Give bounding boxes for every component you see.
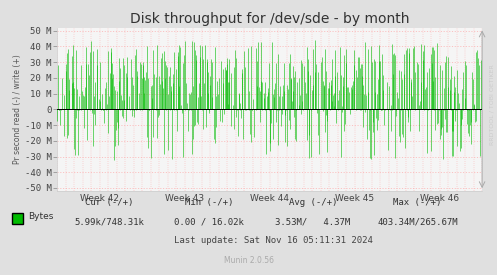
Text: Bytes: Bytes <box>28 212 54 221</box>
Text: 3.53M/   4.37M: 3.53M/ 4.37M <box>275 217 351 226</box>
Text: 5.99k/748.31k: 5.99k/748.31k <box>75 217 144 226</box>
Y-axis label: Pr second read (-) / write (+): Pr second read (-) / write (+) <box>13 54 22 164</box>
Text: Max (-/+): Max (-/+) <box>393 198 442 207</box>
Text: Cur (-/+): Cur (-/+) <box>85 198 134 207</box>
Text: 0.00 / 16.02k: 0.00 / 16.02k <box>174 217 244 226</box>
Text: Avg (-/+): Avg (-/+) <box>289 198 337 207</box>
Text: Last update: Sat Nov 16 05:11:31 2024: Last update: Sat Nov 16 05:11:31 2024 <box>174 236 373 245</box>
Text: Munin 2.0.56: Munin 2.0.56 <box>224 256 273 265</box>
Text: Min (-/+): Min (-/+) <box>184 198 233 207</box>
Text: 403.34M/265.67M: 403.34M/265.67M <box>377 217 458 226</box>
Title: Disk throughput for /dev/sde - by month: Disk throughput for /dev/sde - by month <box>130 12 410 26</box>
Text: RRDTOOL / TOBI OETIKER: RRDTOOL / TOBI OETIKER <box>490 64 495 145</box>
